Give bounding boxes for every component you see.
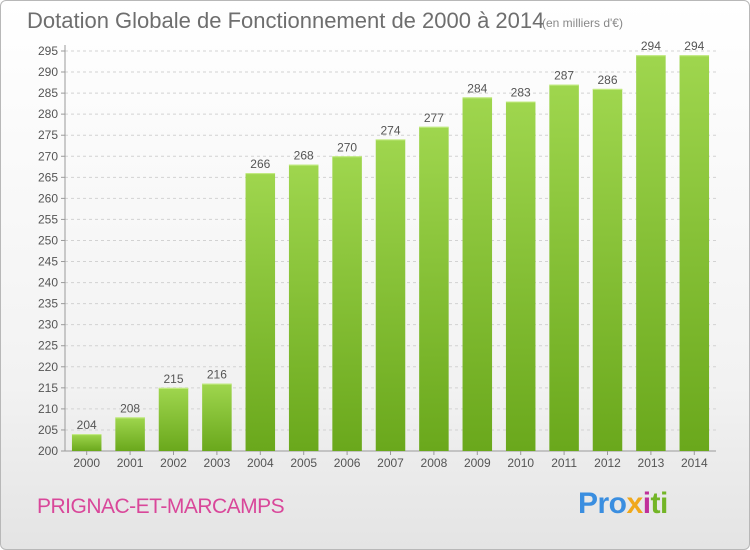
bar bbox=[245, 173, 276, 451]
y-tick-label: 205 bbox=[38, 423, 58, 437]
bar-value-label: 277 bbox=[424, 111, 444, 125]
y-tick-label: 270 bbox=[38, 149, 58, 163]
bar bbox=[158, 387, 189, 451]
x-tick-label: 2006 bbox=[334, 456, 361, 470]
y-tick-label: 250 bbox=[38, 233, 58, 247]
proxiti-logo[interactable]: Proxiti bbox=[578, 487, 668, 521]
bar bbox=[549, 84, 579, 452]
bar-value-label: 268 bbox=[294, 149, 314, 163]
y-tick-label: 200 bbox=[38, 444, 58, 458]
bar-value-label: 266 bbox=[250, 157, 270, 171]
x-tick-label: 2010 bbox=[507, 456, 534, 470]
x-tick-label: 2001 bbox=[117, 456, 144, 470]
y-tick-label: 275 bbox=[38, 128, 58, 142]
x-tick-label: 2009 bbox=[464, 456, 491, 470]
bar-value-label: 294 bbox=[641, 39, 661, 53]
bar bbox=[505, 101, 536, 452]
y-tick-label: 225 bbox=[38, 339, 58, 353]
chart-title: Dotation Globale de Fonctionnement de 20… bbox=[27, 8, 545, 33]
y-tick-label: 295 bbox=[38, 44, 58, 58]
bar-value-label: 286 bbox=[597, 73, 617, 87]
x-tick-label: 2003 bbox=[204, 456, 231, 470]
y-tick-label: 220 bbox=[38, 360, 58, 374]
x-tick-label: 2012 bbox=[594, 456, 621, 470]
x-tick-label: 2014 bbox=[681, 456, 708, 470]
y-tick-label: 235 bbox=[38, 297, 58, 311]
y-tick-label: 290 bbox=[38, 65, 58, 79]
x-tick-label: 2011 bbox=[551, 456, 577, 470]
bar bbox=[462, 97, 493, 451]
bar-value-label: 287 bbox=[554, 69, 574, 83]
logo-part-2: x bbox=[626, 487, 644, 520]
bar-value-label: 283 bbox=[511, 86, 531, 100]
x-tick-label: 2008 bbox=[421, 456, 448, 470]
bar-value-label: 215 bbox=[163, 372, 183, 386]
commune-name: PRIGNAC-ET-MARCAMPS bbox=[37, 495, 285, 518]
bar-value-label: 204 bbox=[77, 418, 97, 432]
bar bbox=[202, 383, 232, 451]
bar bbox=[636, 55, 666, 452]
x-tick-label: 2013 bbox=[638, 456, 665, 470]
y-tick-label: 215 bbox=[38, 381, 58, 395]
x-tick-label: 2002 bbox=[160, 456, 187, 470]
logo-part-3: i bbox=[642, 487, 651, 520]
y-tick-label: 210 bbox=[38, 402, 58, 416]
y-tick-label: 255 bbox=[38, 212, 58, 226]
y-tick-label: 230 bbox=[38, 318, 58, 332]
logo-part-1: Pro bbox=[578, 487, 627, 520]
bar bbox=[71, 434, 102, 451]
bar-value-label: 274 bbox=[380, 123, 400, 137]
bar-value-label: 208 bbox=[120, 401, 140, 415]
x-tick-label: 2004 bbox=[247, 456, 274, 470]
bar bbox=[592, 88, 623, 451]
y-tick-label: 265 bbox=[38, 170, 58, 184]
x-tick-label: 2005 bbox=[290, 456, 317, 470]
y-tick-label: 285 bbox=[38, 86, 58, 100]
bar bbox=[332, 156, 362, 451]
logo-part-4: ti bbox=[650, 487, 669, 520]
bar-value-label: 294 bbox=[684, 39, 704, 53]
x-tick-label: 2000 bbox=[73, 456, 100, 470]
bar-value-label: 270 bbox=[337, 140, 357, 154]
bar bbox=[419, 126, 449, 451]
y-tick-label: 280 bbox=[38, 107, 58, 121]
bar bbox=[375, 139, 406, 451]
chart-subtitle: (en milliers d'€) bbox=[542, 16, 623, 30]
y-tick-label: 245 bbox=[38, 255, 58, 269]
x-tick-label: 2007 bbox=[377, 456, 404, 470]
bar bbox=[679, 55, 710, 452]
bar-value-label: 216 bbox=[207, 368, 227, 382]
y-tick-label: 240 bbox=[38, 276, 58, 290]
bar bbox=[288, 164, 319, 451]
bar-value-label: 284 bbox=[467, 81, 487, 95]
y-tick-label: 260 bbox=[38, 191, 58, 205]
bar bbox=[115, 417, 145, 451]
